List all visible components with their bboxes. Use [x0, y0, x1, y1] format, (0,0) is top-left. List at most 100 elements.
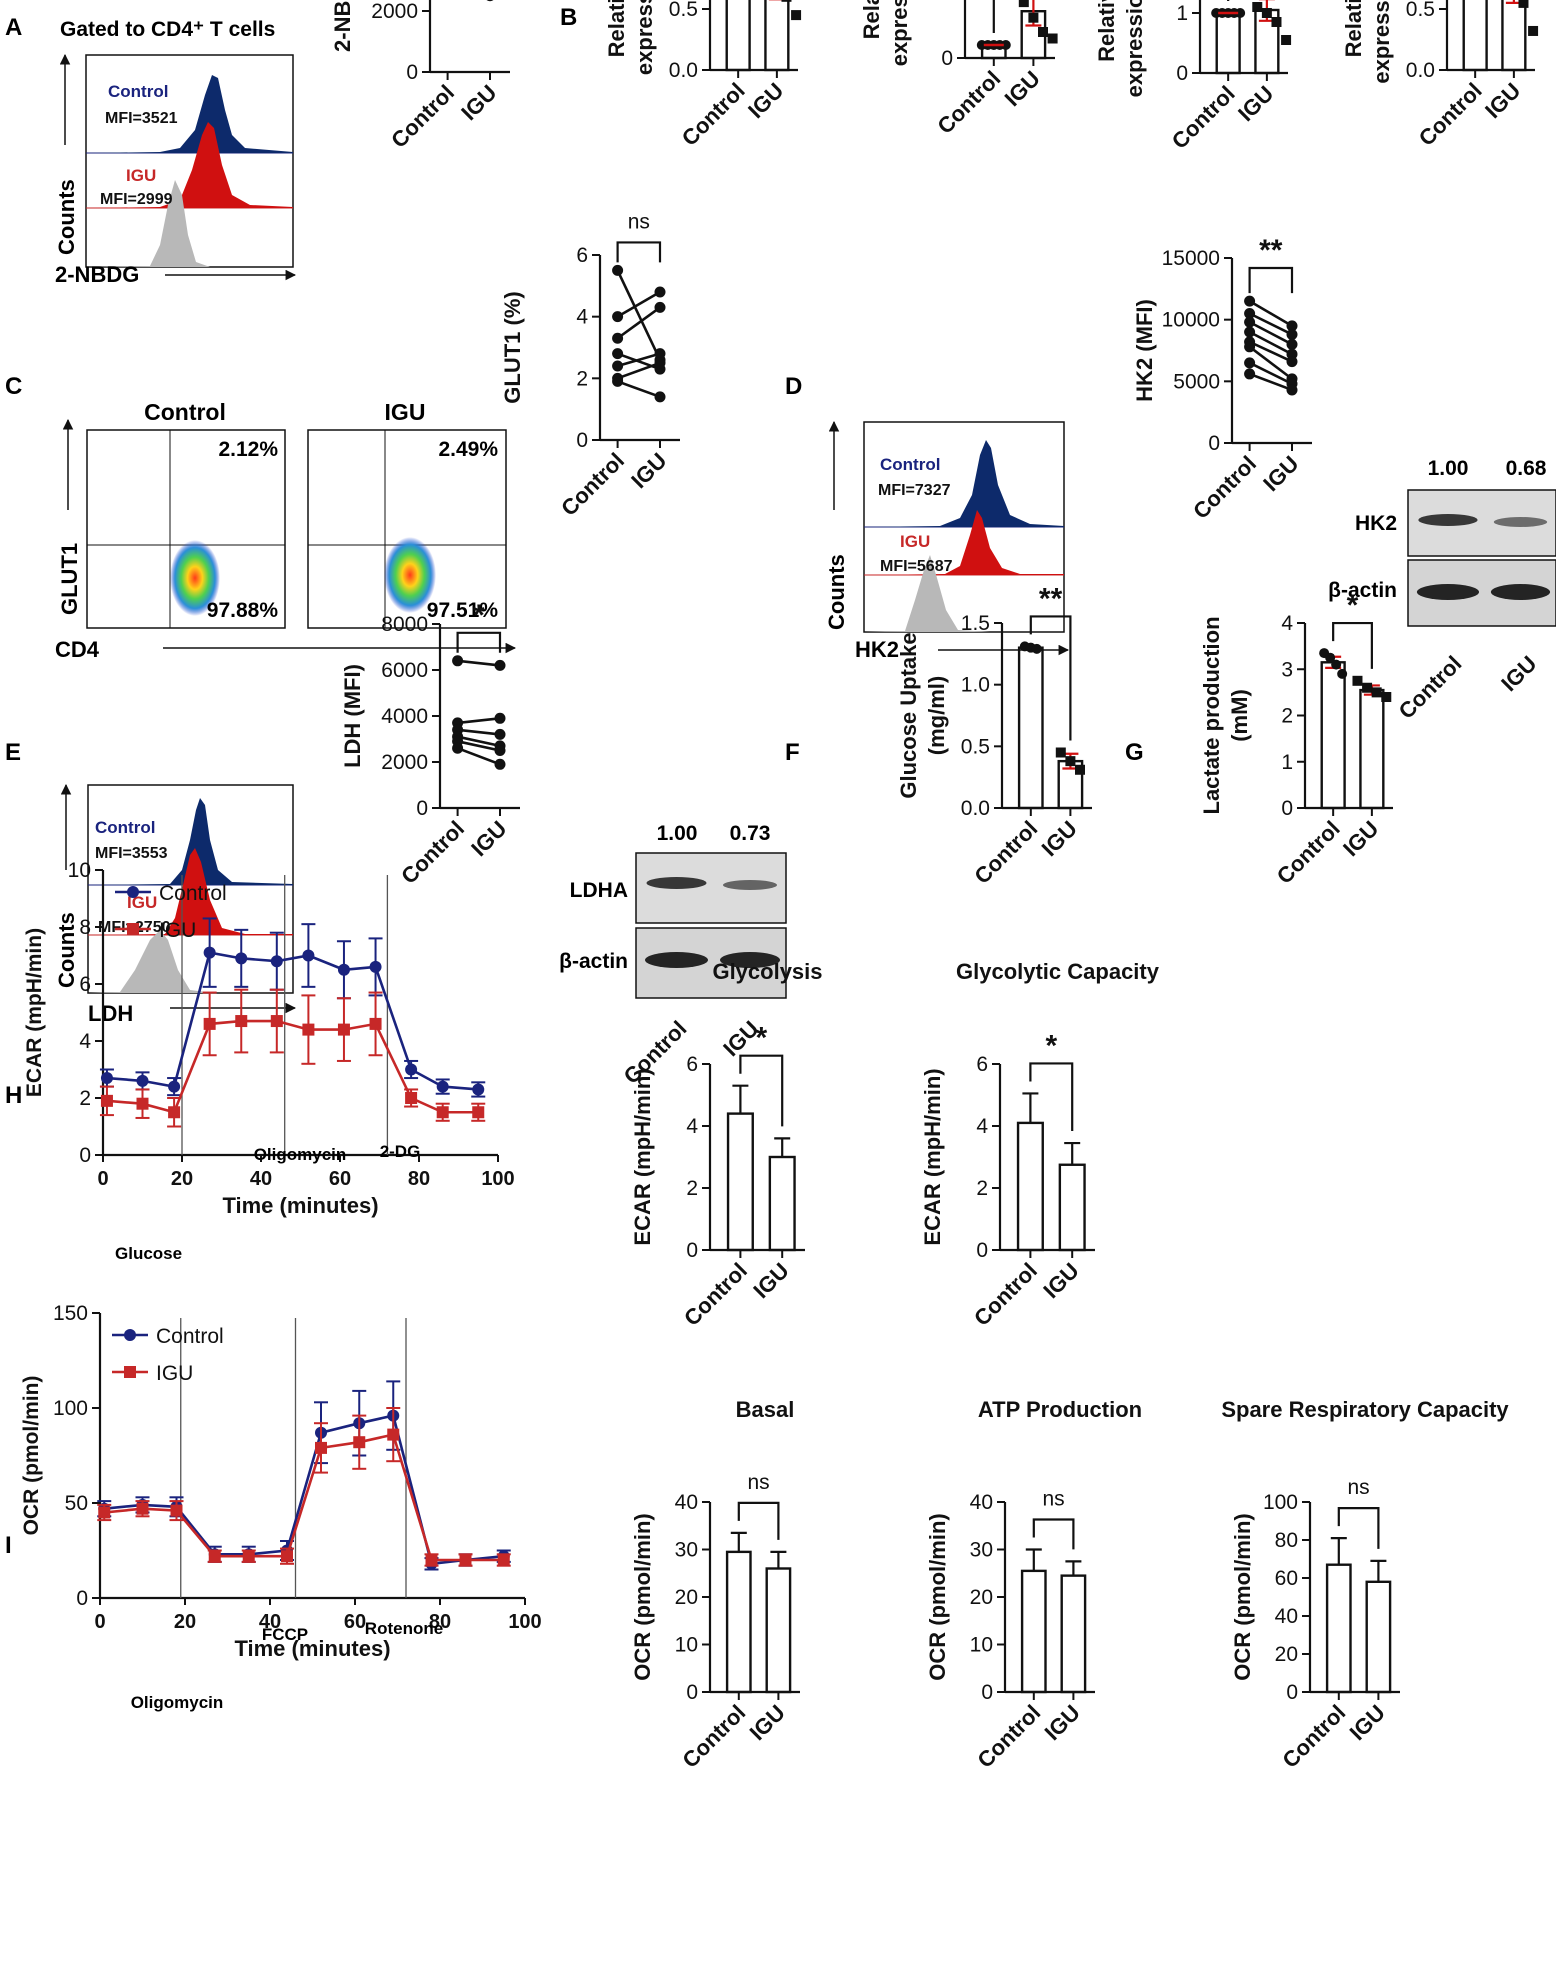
chart-i-atp-title: ATP Production — [978, 1397, 1142, 1422]
chart-e-paired-pair-line — [457, 746, 501, 766]
chart-h-glycolysis-xlabel-igu: IGU — [748, 1258, 793, 1303]
annotation-oligomycin-i: Oligomycin — [131, 1693, 224, 1712]
quadrant-upper-control: 2.12% — [218, 438, 278, 461]
chart-h-capacity-bar-control — [1016, 1121, 1044, 1252]
chart-g-bar-xlabel-control: Control — [1272, 816, 1345, 889]
chart-h-timecourse-marker-control — [203, 946, 216, 959]
chart-c-paired-ytick-label: 6 — [576, 244, 588, 267]
chart-h-timecourse-ytick-label: 6 — [79, 973, 91, 996]
chart-b-pfkm-dot — [1000, 40, 1011, 50]
chart-b-ldha-ylabel: expression of LDHA — [1369, 0, 1394, 84]
chart-d-paired-ytick-label: 0 — [1208, 432, 1220, 455]
chart-h-timecourse-marker-control — [235, 952, 248, 965]
chart-i-spare-ylabel: OCR (pmol/min) — [1230, 1513, 1255, 1680]
chart-g-bar-ytick-label: 2 — [1281, 705, 1293, 728]
chart-c-paired-point-igu — [654, 348, 666, 360]
chart-h-timecourse-marker-control — [436, 1080, 449, 1093]
chart-i-atp-sig-bracket — [1032, 1518, 1075, 1550]
chart-b-pfkm-xlabel-igu: IGU — [1000, 66, 1045, 111]
chart-d-paired-point-control — [1244, 326, 1256, 338]
chart-e-paired-point-control — [452, 655, 464, 667]
chart-c-paired-ytick-label: 0 — [576, 429, 588, 452]
chart-d-paired-point-control — [1244, 368, 1256, 380]
wb-bands-d-loading-band-control — [1416, 584, 1480, 600]
chart-h-timecourse-marker-control — [100, 1072, 113, 1085]
chart-h-timecourse-marker-igu — [168, 1106, 181, 1119]
chart-a-paired-xlabel-igu: IGU — [456, 80, 501, 125]
panel-letter-c: C — [5, 373, 22, 400]
chart-c-paired-point-control — [612, 264, 624, 276]
chart-d-paired-pair-line — [1249, 372, 1293, 392]
chart-c-paired-pair-line — [617, 380, 661, 399]
y-axis-label-c: GLUT1 — [57, 543, 82, 615]
chart-a-paired-point-igu — [486, 0, 494, 2]
panel-e: E Control MFI=3553 IGU MFI=2750 Counts L… — [5, 739, 297, 1026]
chart-e-paired-pair-line — [457, 735, 501, 748]
chart-h-capacity-ytick-label: 4 — [976, 1115, 988, 1138]
chart-i-spare-sig-label: ns — [1348, 1476, 1370, 1499]
chart-b-pfkm-ytick-label: 5 — [941, 0, 953, 5]
histogram-igu-a — [86, 122, 293, 208]
chart-b-ldha-bar-igu — [1501, 0, 1527, 72]
control-mfi-a: MFI=3521 — [105, 110, 178, 127]
x-axis-label-d: HK2 — [855, 637, 899, 662]
chart-b-ldha-ytick-label: 0.0 — [1406, 59, 1435, 82]
chart-h-timecourse-marker-control — [472, 1083, 485, 1096]
chart-h-timecourse-marker-control — [168, 1080, 181, 1093]
chart-d-paired-xlabel-control: Control — [1188, 451, 1261, 524]
quadrant-lower-control: 97.88% — [207, 599, 279, 622]
chart-e-paired-pair-line — [457, 728, 501, 736]
chart-h-timecourse-marker-igu — [235, 1015, 248, 1028]
chart-b-hk2-bar-control — [725, 0, 751, 72]
chart-e-paired-ytick-label: 4000 — [381, 705, 428, 728]
chart-b-pkm-square — [1252, 2, 1263, 12]
chart-h-timecourse-marker-igu — [203, 1017, 216, 1030]
histogram-control-e — [88, 798, 293, 885]
chart-a-paired-ylabel: 2-NBDG (MFI) — [330, 0, 355, 52]
chart-f-bar-ytick-label: 0.0 — [961, 797, 990, 820]
chart-i-timecourse-ytick-label: 150 — [53, 1302, 88, 1325]
wb-xlabels-d-xlabel-igu: IGU — [1496, 651, 1541, 696]
wb-loading-label-e: β-actin — [559, 950, 628, 973]
annotation-rotenone: Rotenone — [365, 1619, 443, 1638]
panel-c: C Control IGU 2.12% 97.88% 2.49% 97.51% … — [5, 373, 517, 662]
chart-b-pkm-dot — [1235, 8, 1246, 18]
gated-label: Gated to CD4⁺ T cells — [60, 18, 275, 41]
chart-h-glycolysis-ytick-label: 2 — [686, 1177, 698, 1200]
chart-e-paired-ylabel: LDH (MFI) — [340, 664, 365, 768]
chart-d-paired-point-igu — [1286, 384, 1298, 396]
chart-c-paired-point-control — [612, 348, 624, 360]
chart-b-pkm: 0123nsControlIGURelative mRNAexpression … — [1094, 0, 1292, 154]
chart-i-timecourse-marker-igu — [208, 1550, 221, 1563]
quadrant-upper-igu: 2.49% — [438, 438, 498, 461]
chart-i-timecourse-ytick-label: 50 — [65, 1492, 88, 1515]
chart-e-paired-point-igu — [494, 758, 506, 770]
chart-b-pfkm-xlabel-control: Control — [932, 66, 1005, 139]
chart-i-basal-xlabel-control: Control — [677, 1700, 750, 1773]
chart-g-bar-square — [1352, 675, 1363, 686]
chart-i-atp-ytick-label: 20 — [970, 1586, 993, 1609]
chart-i-basal-bar-control — [725, 1550, 752, 1694]
chart-e-paired-pair-line — [457, 717, 501, 725]
panel-letter-b: B — [560, 4, 577, 31]
chart-f-bar-xlabel-control: Control — [969, 816, 1042, 889]
annotation-fccp: FCCP — [262, 1625, 308, 1644]
wb-bands-e-loading-band-control — [645, 952, 708, 968]
chart-b-hk2-bar-igu — [764, 0, 790, 72]
chart-e-paired-sig-label: * — [473, 599, 485, 632]
flow-title-igu: IGU — [385, 399, 426, 425]
chart-b-hk2-ytick-label: 0.0 — [669, 59, 698, 82]
chart-d-paired-ylabel: HK2 (MFI) — [1132, 299, 1157, 402]
chart-h-timecourse-ytick-label: 2 — [79, 1087, 91, 1110]
chart-b-pfkm-square — [1047, 33, 1058, 44]
chart-h-timecourse-marker-igu — [405, 1092, 418, 1104]
quadrant-lower-igu: 97.51% — [427, 599, 499, 622]
chart-i-timecourse-marker-igu — [315, 1441, 327, 1454]
chart-g-bar-xlabel-igu: IGU — [1338, 816, 1383, 861]
chart-i-basal-ytick-label: 30 — [675, 1539, 698, 1562]
chart-b-pkm-bar-control — [1215, 11, 1241, 75]
chart-b-ldha-ytick-label: 0.5 — [1406, 0, 1435, 21]
chart-e-paired-point-control — [452, 742, 464, 754]
chart-c-paired-pair-line — [617, 361, 661, 380]
